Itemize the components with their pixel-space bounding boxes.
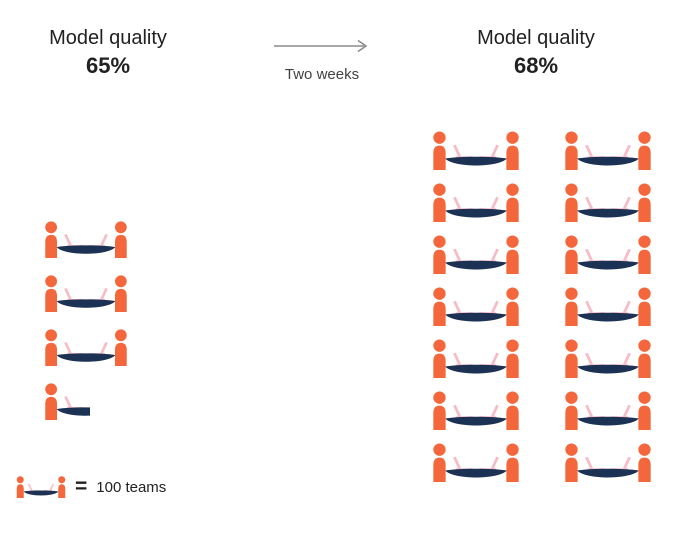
legend-label: 100 teams [96, 478, 167, 496]
after-quality-value: 68% [513, 53, 559, 78]
team-icon [564, 339, 652, 378]
before-quality-value: 65% [85, 53, 131, 78]
before-icon-column [44, 221, 128, 437]
team-icon [564, 391, 652, 430]
legend-team-icon [16, 476, 66, 498]
team-icon [432, 339, 520, 378]
team-icon [564, 183, 652, 222]
partial-team-icon [44, 383, 90, 420]
team-icon [432, 287, 520, 326]
team-icon [432, 391, 520, 430]
team-icon [564, 235, 652, 274]
legend: = 100 teams [16, 476, 166, 498]
transition: Two weeks [268, 38, 376, 83]
team-icon [564, 131, 652, 170]
team-icon [564, 287, 652, 326]
before-header: Model quality 65% [0, 26, 216, 79]
before-quality-title: Model quality [49, 27, 167, 49]
team-icon [44, 329, 128, 366]
after-quality-title: Model quality [477, 27, 595, 49]
equals-sign: = [75, 475, 88, 498]
transition-label: Two weeks [284, 66, 360, 83]
team-icon [44, 221, 128, 258]
team-icon [564, 443, 652, 482]
after-icon-grid [432, 131, 652, 482]
right-arrow-icon [268, 38, 376, 54]
team-icon [432, 183, 520, 222]
after-header: Model quality 68% [428, 26, 644, 79]
team-icon [432, 235, 520, 274]
team-icon [44, 275, 128, 312]
team-icon [432, 131, 520, 170]
team-icon [432, 443, 520, 482]
